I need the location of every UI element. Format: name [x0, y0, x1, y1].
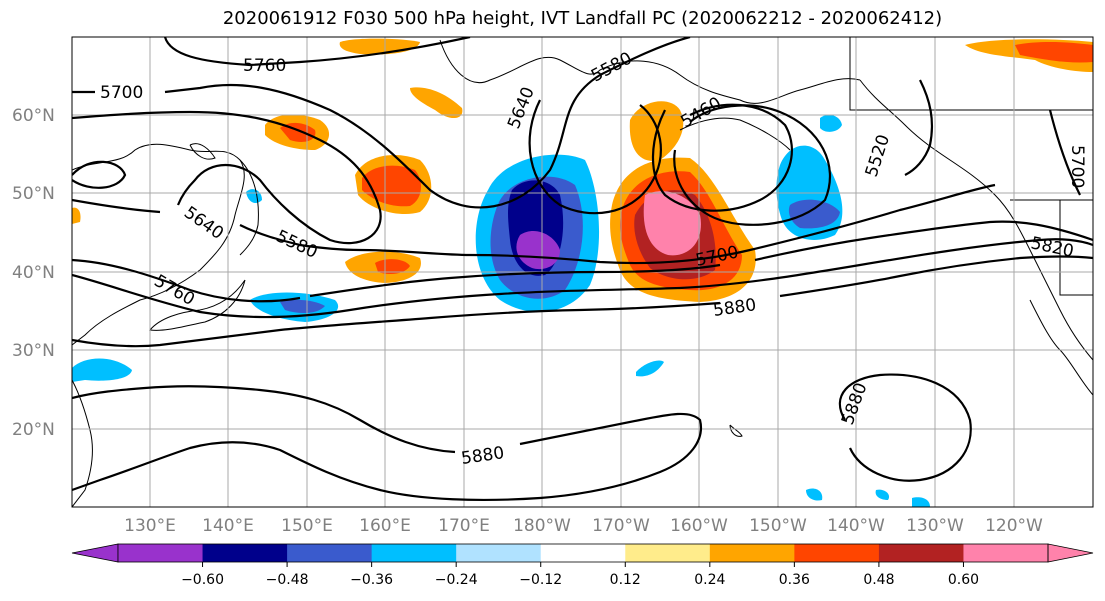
canada-border [849, 37, 1093, 111]
east-negative-anomaly-inner [788, 199, 840, 229]
japan-coastline [149, 279, 246, 331]
asia-coastline [72, 143, 245, 346]
colorbar-tick-label: 0.12 [610, 572, 641, 588]
colorbar-extend-left [71, 543, 119, 563]
colorbar-segment [287, 544, 373, 562]
na-west-coastline [859, 79, 1093, 361]
lon-label: 180°W [513, 516, 571, 536]
tiny-negative-2 [875, 489, 890, 500]
colorbar-segment [540, 544, 626, 562]
contour-5640-main [72, 183, 996, 265]
colorbar-segment [963, 544, 1049, 562]
contour-label: 5700 [1067, 145, 1087, 188]
colorbar-segment [794, 544, 880, 562]
lat-label: 30°N [12, 341, 55, 361]
colorbar-tick-label: 0.36 [779, 572, 810, 588]
colorbar-tick-label: −0.12 [519, 572, 562, 588]
bering-coastline [439, 39, 861, 104]
lat-label: 40°N [12, 263, 55, 283]
longitude-labels: 130°E 140°E 150°E 160°E 170°E 180°W 170°… [124, 516, 1043, 536]
lon-label: 160°E [359, 516, 411, 536]
colorbar-segment [202, 544, 288, 562]
negative-anomaly-core [516, 230, 560, 270]
colorbar-segment [709, 544, 795, 562]
ne-positive-anomaly-inner [1015, 41, 1093, 63]
small-positive-anomaly [410, 87, 463, 119]
lat-label: 60°N [12, 106, 55, 126]
lon-label: 130°E [124, 516, 176, 536]
map-title: 2020061912 F030 500 hPa height, IVT Land… [222, 8, 943, 29]
small-negative-anomaly-2 [636, 360, 664, 377]
lat-label: 50°N [12, 184, 55, 204]
colorbar-tick-label: −0.60 [181, 572, 224, 588]
colorbar-tick-label: 0.24 [694, 572, 725, 588]
contour-5460-low [651, 103, 793, 212]
se-asia-coastline [72, 379, 93, 507]
contour-small-loop [72, 160, 127, 189]
colorbar-segment [878, 544, 964, 562]
small-negative-anomaly [820, 114, 842, 132]
west-positive-anomaly-inner [362, 165, 422, 207]
colorbar-tick-label: 0.48 [863, 572, 894, 588]
latitude-labels: 60°N 50°N 40°N 30°N 20°N [12, 106, 55, 440]
lon-label: 120°W [985, 516, 1043, 536]
kamchatka-coastline [189, 143, 216, 160]
sakhalin-coastline [239, 159, 259, 256]
height-contours [72, 37, 1093, 502]
lon-label: 170°W [592, 516, 650, 536]
contour-5760 [72, 220, 1093, 303]
contour-5760-north [163, 37, 471, 67]
colorbar-extend-right [1047, 543, 1094, 563]
colorbar-tick-label: −0.24 [435, 572, 478, 588]
lon-label: 150°W [749, 516, 807, 536]
tiny-negative-1 [806, 488, 823, 501]
sw-positive-anomaly-inner [375, 259, 410, 274]
colorbar-tick-label: 0.60 [948, 572, 979, 588]
contour-label: 5760 [243, 56, 286, 76]
colorbar-segment [625, 544, 711, 562]
contour-label: 5700 [100, 83, 143, 103]
west-edge-negative-anomaly [72, 358, 132, 382]
lon-label: 140°W [827, 516, 885, 536]
contour-5700-north [72, 37, 691, 209]
contour-5880-north [72, 255, 1093, 348]
lon-label: 140°E [202, 516, 254, 536]
lon-label: 150°E [281, 516, 333, 536]
state-borders [1059, 200, 1093, 296]
japan-negative-anomaly-inner [280, 299, 325, 314]
lat-label: 20°N [12, 420, 55, 440]
lon-label: 130°W [906, 516, 964, 536]
contour-5820 [72, 238, 1093, 319]
colorbar-segment [371, 544, 457, 562]
contour-5880-east [838, 373, 972, 482]
contour-5640-west [72, 110, 382, 245]
coastlines [72, 37, 1093, 507]
tiny-negative-3 [912, 497, 930, 507]
colorbar-outline [117, 543, 1049, 563]
map-frame [71, 36, 1094, 508]
colorbar-segment [456, 544, 542, 562]
colorbar: −0.60 −0.48 −0.36 −0.24 −0.12 0.12 0.24 0.36 0.4… [71, 543, 1094, 588]
lon-label: 170°E [438, 516, 490, 536]
contour-5880-south [72, 385, 703, 502]
colorbar-segment [118, 544, 204, 562]
alaska-peninsula [679, 117, 791, 151]
contour-east-ridge [904, 79, 1081, 196]
lon-label: 160°W [670, 516, 728, 536]
edge-positive-anomaly [72, 207, 81, 224]
colorbar-tick-label: −0.36 [350, 572, 393, 588]
colorbar-tick-label: −0.48 [266, 572, 309, 588]
